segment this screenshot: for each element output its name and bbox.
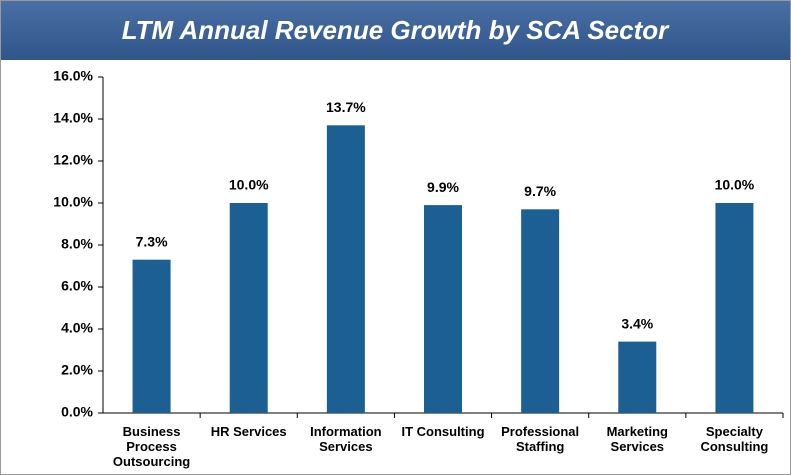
x-tick-label: Professional Staffing — [501, 424, 580, 454]
bar — [618, 341, 657, 413]
title-banner — [1, 1, 790, 60]
value-label: 3.4% — [621, 315, 653, 331]
y-tick-label: 2.0% — [61, 362, 93, 378]
bar — [424, 205, 462, 413]
x-tick-label: Business Process Outsourcing — [112, 424, 191, 469]
y-tick-label: 16.0% — [53, 68, 93, 84]
value-label: 10.0% — [715, 177, 755, 193]
y-tick-label: 14.0% — [53, 110, 93, 126]
bar — [715, 203, 754, 413]
y-tick-label: 4.0% — [61, 320, 93, 336]
x-tick-label: Marketing Services — [606, 424, 668, 454]
value-label: 9.9% — [427, 179, 459, 195]
bar — [229, 203, 268, 413]
x-tick-label: Specialty Consulting — [700, 424, 769, 454]
y-tick-label: 8.0% — [61, 236, 93, 252]
bar — [521, 209, 560, 413]
value-label: 9.7% — [524, 183, 556, 199]
y-tick-label: 10.0% — [53, 194, 93, 210]
y-tick-label: 12.0% — [53, 152, 93, 168]
y-tick-label: 0.0% — [61, 404, 93, 420]
chart-title: LTM Annual Revenue Growth by SCA Sector — [122, 15, 670, 45]
x-tick-label: IT Consulting — [401, 424, 485, 439]
x-tick-label: Information Services — [310, 424, 382, 454]
y-tick-label: 6.0% — [61, 278, 93, 294]
value-label: 13.7% — [326, 99, 366, 115]
value-label: 10.0% — [229, 177, 269, 193]
value-label: 7.3% — [136, 233, 168, 249]
bar — [132, 259, 171, 413]
x-tick-label: HR Services — [210, 424, 287, 439]
bar — [326, 125, 365, 414]
